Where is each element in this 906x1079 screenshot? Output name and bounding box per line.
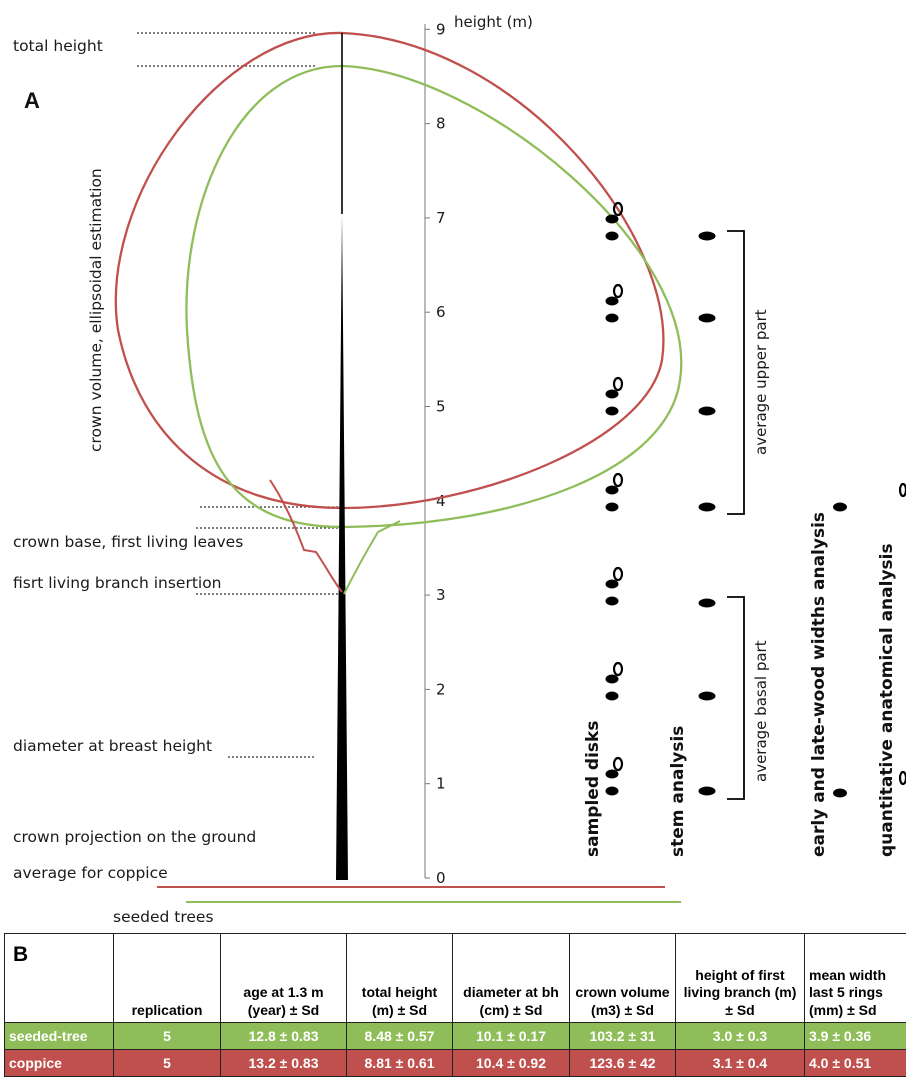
filled-disk-marker [605, 596, 619, 606]
filled-disk-marker [605, 313, 619, 323]
filled-disk-marker [605, 674, 619, 684]
cell-first-branch: 3.0 ± 0.3 [675, 1022, 805, 1050]
panel-b-letter: B [4, 933, 114, 1023]
height-tick-label: 6 [436, 303, 446, 321]
trunk [336, 214, 348, 880]
cell-diameter: 10.4 ± 0.92 [452, 1049, 570, 1077]
row-label: coppice [4, 1049, 114, 1077]
cell-age: 13.2 ± 0.83 [220, 1049, 347, 1077]
filled-disk-marker [605, 769, 619, 779]
height-tick-label: 8 [436, 115, 446, 133]
table-row-coppice: coppice 5 13.2 ± 0.83 8.81 ± 0.61 10.4 ±… [4, 1049, 906, 1077]
cell-replication: 5 [113, 1049, 221, 1077]
table-row-seeded-tree: seeded-tree 5 12.8 ± 0.83 8.48 ± 0.57 10… [4, 1022, 906, 1050]
filled-disk-marker [698, 598, 716, 608]
height-tick-label: 1 [436, 775, 446, 793]
open-disk-marker [612, 283, 624, 299]
filled-disk-marker [605, 691, 619, 701]
open-disk-marker [612, 376, 624, 392]
label-crown-projection: crown projection on the ground [13, 828, 256, 846]
panel-a-letter: A [24, 88, 40, 113]
label-anatomical: quantitative anatomical analysis [877, 543, 897, 857]
label-average-upper: average upper part [752, 309, 770, 455]
seeded-crown-outline [185, 64, 683, 529]
cell-mean-width: 3.9 ± 0.36 [804, 1022, 906, 1050]
filled-disk-marker [698, 786, 716, 796]
filled-disk-marker [605, 502, 619, 512]
open-disk-marker [898, 482, 906, 498]
label-crown-volume: crown volume, ellipsoidal estimation [87, 168, 105, 452]
label-early-late-wood: early and late-wood widths analysis [809, 512, 829, 857]
cell-crown-volume: 103.2 ± 31 [569, 1022, 676, 1050]
coppice-first-branch [269, 479, 343, 593]
seeded-first-branch [343, 520, 401, 595]
cell-replication: 5 [113, 1022, 221, 1050]
filled-disk-marker [605, 786, 619, 796]
bracket-upper [727, 230, 745, 515]
sample-markers [605, 201, 906, 798]
open-disk-marker [612, 201, 624, 217]
row-label: seeded-tree [4, 1022, 114, 1050]
filled-disk-marker [698, 691, 716, 701]
label-crown-base: crown base, first living leaves [13, 533, 243, 551]
open-disk-marker [612, 566, 624, 582]
cell-total-height: 8.48 ± 0.57 [346, 1022, 453, 1050]
height-tick-label: 5 [436, 398, 446, 416]
filled-disk-marker [698, 502, 716, 512]
filled-disk-marker [605, 214, 619, 224]
filled-disk-marker [605, 231, 619, 241]
label-sampled-disks: sampled disks [583, 721, 603, 857]
label-average-coppice: average for coppice [13, 864, 168, 882]
header-total-height: total height (m) ± Sd [346, 933, 453, 1023]
filled-disk-marker [698, 313, 716, 323]
filled-disk-marker [605, 406, 619, 416]
cell-mean-width: 4.0 ± 0.51 [804, 1049, 906, 1077]
header-diameter: diameter at bh (cm) ± Sd [452, 933, 570, 1023]
cell-total-height: 8.81 ± 0.61 [346, 1049, 453, 1077]
label-dbh: diameter at breast height [13, 737, 212, 755]
label-seeded-trees: seeded trees [113, 908, 214, 926]
coppice-crown-outline [114, 31, 665, 510]
header-age: age at 1.3 m (year) ± Sd [220, 933, 347, 1023]
header-mean-width: mean width last 5 rings (mm) ± Sd [804, 933, 906, 1023]
filled-disk-marker [698, 231, 716, 241]
label-average-basal: average basal part [752, 640, 770, 782]
height-tick-label: 0 [436, 869, 446, 887]
height-axis-ticks: 9 8 7 6 5 4 3 2 1 0 [425, 20, 446, 887]
label-first-branch: fisrt living branch insertion [13, 574, 222, 592]
label-total-height: total height [13, 37, 103, 55]
height-tick-label: 3 [436, 586, 446, 604]
height-axis-title: height (m) [454, 13, 533, 31]
cell-first-branch: 3.1 ± 0.4 [675, 1049, 805, 1077]
height-tick-label: 9 [436, 20, 446, 38]
filled-disk-marker [833, 788, 847, 798]
filled-disk-marker [605, 296, 619, 306]
table-header-row: B replication age at 1.3 m (year) ± Sd t… [4, 933, 906, 1023]
open-disk-marker [612, 756, 624, 772]
tree-sampling-diagram: A 9 8 7 6 5 4 3 2 1 0 height (m) total height cro… [13, 13, 906, 926]
header-crown-volume: crown volume (m3) ± Sd [569, 933, 676, 1023]
filled-disk-marker [605, 389, 619, 399]
height-tick-label: 2 [436, 680, 446, 698]
open-disk-marker [612, 472, 624, 488]
cell-crown-volume: 123.6 ± 42 [569, 1049, 676, 1077]
header-first-branch: height of first living branch (m) ± Sd [675, 933, 805, 1023]
filled-disk-marker [833, 502, 847, 512]
open-disk-marker [898, 770, 906, 786]
cell-diameter: 10.1 ± 0.17 [452, 1022, 570, 1050]
filled-disk-marker [605, 579, 619, 589]
height-tick-label: 4 [436, 492, 446, 510]
bracket-basal [727, 596, 745, 800]
cell-age: 12.8 ± 0.83 [220, 1022, 347, 1050]
reference-lines [137, 32, 340, 758]
open-disk-marker [612, 661, 624, 677]
summary-table: B replication age at 1.3 m (year) ± Sd t… [4, 933, 906, 1077]
height-tick-label: 7 [436, 209, 446, 227]
filled-disk-marker [605, 485, 619, 495]
label-stem-analysis: stem analysis [668, 726, 688, 857]
filled-disk-marker [698, 406, 716, 416]
header-replication: replication [113, 933, 221, 1023]
